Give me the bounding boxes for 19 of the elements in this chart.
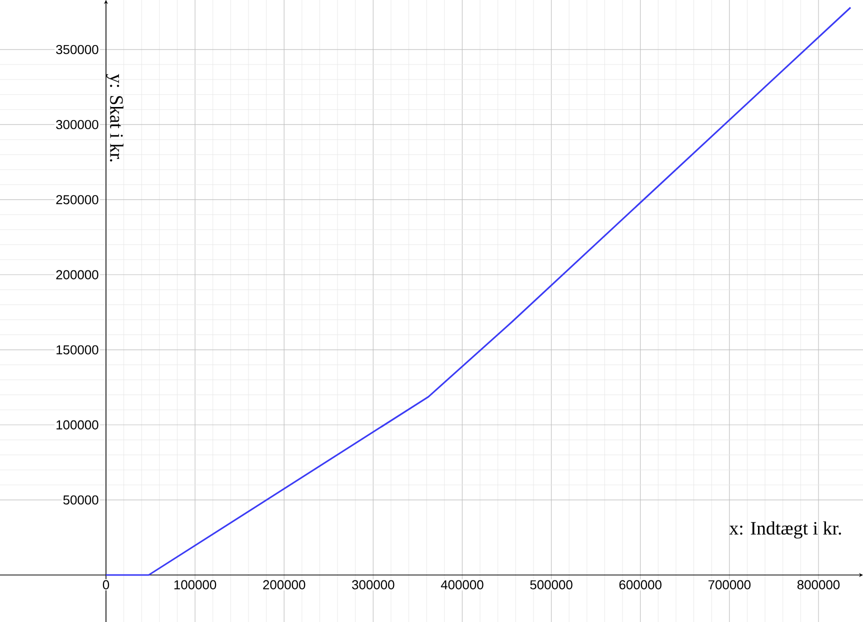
x-tick-label: 200000: [263, 580, 306, 590]
y-tick-label: 300000: [56, 120, 98, 130]
y-tick-label: 50000: [63, 495, 98, 505]
x-tick-label: 600000: [619, 580, 662, 590]
x-tick-label: 100000: [174, 580, 216, 590]
x-tick-label: 400000: [440, 580, 484, 590]
x-tick-label: 700000: [708, 580, 751, 590]
y-tick-label: 100000: [56, 420, 98, 430]
y-tick-label: 200000: [56, 270, 98, 280]
y-tick-label: 350000: [56, 44, 98, 54]
y-tick-label: 250000: [56, 195, 98, 204]
line-series: [105, 6, 852, 576]
y-axis-title: y: Skat i kr.: [106, 74, 124, 162]
x-tick-label: 300000: [352, 580, 394, 590]
y-tick-label: 150000: [56, 345, 98, 354]
x-tick-label: 0: [102, 580, 110, 590]
x-axis-title: x: Indtægt i kr.: [729, 521, 842, 539]
x-tick-label: 500000: [530, 580, 572, 590]
x-tick-label: 800000: [797, 580, 840, 590]
